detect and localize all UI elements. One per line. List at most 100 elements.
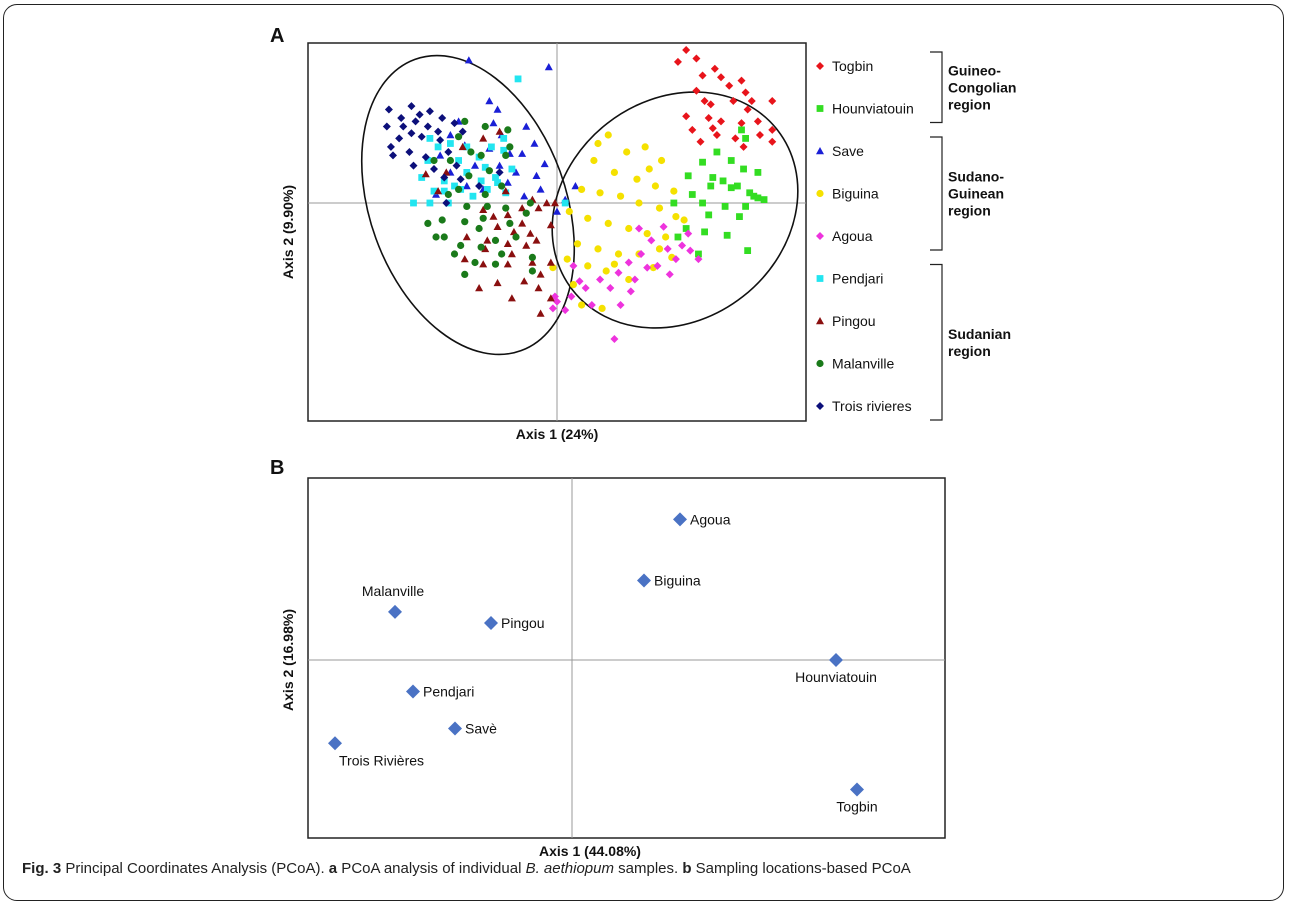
point-malanville bbox=[477, 243, 485, 251]
point-togbin bbox=[673, 57, 682, 66]
point-malanville bbox=[483, 202, 491, 210]
point-hounviatouin bbox=[740, 165, 747, 173]
caption-text-3: samples. bbox=[613, 860, 683, 877]
point-biguina bbox=[625, 224, 633, 233]
point-pingou bbox=[507, 294, 516, 302]
legend-group-label-line: region bbox=[948, 96, 991, 112]
label-malanville: Malanville bbox=[362, 583, 424, 599]
point-hounviatouin bbox=[705, 211, 713, 219]
point-hounviatouin bbox=[760, 196, 768, 203]
point-save bbox=[522, 122, 531, 130]
point-biguina bbox=[594, 245, 602, 253]
point-hounviatouin bbox=[695, 250, 702, 258]
label-trois-rivieres: Trois Rivières bbox=[339, 752, 424, 768]
point-biguina bbox=[565, 207, 573, 216]
panel-b-x-axis-label: Axis 1 (44.08%) bbox=[539, 843, 641, 859]
panel-a-x-axis-label: Axis 1 (24%) bbox=[516, 426, 598, 442]
point-hounviatouin bbox=[750, 192, 758, 200]
point-save bbox=[532, 171, 541, 179]
point-biguina bbox=[655, 245, 664, 253]
point-pingou bbox=[518, 204, 527, 212]
figure-caption: Fig. 3 Principal Coordinates Analysis (P… bbox=[22, 860, 911, 877]
point-pingou bbox=[503, 239, 512, 247]
point-hounviatouin bbox=[709, 174, 717, 181]
point-togbin bbox=[692, 54, 701, 63]
point-hounviatouin bbox=[742, 203, 749, 210]
point-hounviatouin bbox=[744, 247, 752, 254]
panel-b-points: Agoua Biguina Malanville Pingou Hounviatouin… bbox=[328, 511, 878, 815]
point-agoua bbox=[671, 255, 680, 264]
point-hounviatouin bbox=[670, 199, 678, 207]
point-pendjari bbox=[426, 135, 434, 142]
point-trois-rivieres bbox=[417, 132, 426, 141]
point-pendjari bbox=[483, 186, 491, 193]
point-agoua bbox=[684, 229, 693, 238]
point-biguina bbox=[584, 214, 592, 222]
point-biguina bbox=[633, 175, 641, 183]
point-pingou bbox=[546, 258, 555, 266]
point-save bbox=[540, 159, 549, 168]
point-malanville bbox=[463, 202, 471, 210]
point-pendjari bbox=[481, 163, 489, 171]
point-pingou bbox=[522, 241, 531, 249]
point-pingou bbox=[536, 270, 545, 278]
point-agoua bbox=[637, 250, 646, 258]
point-pingou bbox=[484, 616, 498, 630]
caption-part-a: a bbox=[328, 860, 338, 877]
panel-a-y-axis-label: Axis 2 (9.90%) bbox=[280, 185, 296, 279]
point-biguina bbox=[645, 165, 653, 173]
point-pendjari bbox=[447, 140, 454, 147]
point-pendjari bbox=[463, 143, 471, 151]
point-save bbox=[553, 207, 561, 215]
point-malanville bbox=[471, 258, 479, 267]
point-togbin bbox=[717, 117, 725, 126]
point-agoua bbox=[626, 287, 635, 296]
point-agoua bbox=[635, 224, 643, 233]
label-save: Savè bbox=[465, 720, 497, 736]
point-save bbox=[530, 139, 539, 147]
point-trois-rivieres bbox=[395, 134, 404, 143]
point-hounviatouin bbox=[754, 169, 762, 176]
point-malanville bbox=[438, 216, 446, 224]
legend-label-hounviatouin: Hounviatouin bbox=[832, 101, 914, 117]
point-malanville bbox=[446, 156, 454, 165]
point-pingou bbox=[532, 236, 541, 244]
point-pendjari bbox=[500, 135, 508, 142]
point-pendjari bbox=[488, 143, 495, 151]
label-hounviatouin: Hounviatouin bbox=[795, 669, 877, 685]
point-pingou bbox=[434, 187, 443, 195]
point-togbin bbox=[717, 73, 725, 82]
caption-text-1: Principal Coordinates Analysis (PCoA). bbox=[61, 860, 329, 877]
point-trois-rivieres bbox=[475, 182, 484, 190]
point-pingou bbox=[493, 222, 502, 230]
point-trois-rivieres bbox=[407, 102, 416, 111]
point-pendjari bbox=[434, 143, 442, 151]
point-pendjari bbox=[508, 165, 516, 173]
cluster-ellipse-left bbox=[360, 54, 576, 356]
point-togbin bbox=[768, 97, 777, 105]
point-save bbox=[464, 56, 473, 64]
legend-marker-pendjari bbox=[816, 275, 824, 282]
point-pingou bbox=[542, 199, 551, 207]
point-malanville bbox=[467, 148, 475, 156]
point-agoua bbox=[643, 263, 652, 272]
legend-label-agoua: Agoua bbox=[832, 228, 873, 244]
point-togbin bbox=[737, 119, 746, 128]
point-trois-rivieres bbox=[389, 151, 397, 160]
point-malanville bbox=[461, 270, 469, 278]
point-hounviatouin bbox=[713, 148, 721, 156]
label-togbin: Togbin bbox=[836, 799, 877, 815]
point-togbin bbox=[710, 64, 719, 73]
point-biguina bbox=[610, 260, 619, 268]
point-pingou bbox=[507, 250, 516, 258]
point-pendjari bbox=[463, 169, 471, 176]
point-pendjari bbox=[426, 199, 434, 207]
point-agoua bbox=[587, 301, 596, 309]
point-malanville bbox=[475, 224, 483, 233]
figure-frame bbox=[3, 4, 1284, 901]
point-pingou bbox=[489, 212, 498, 220]
point-biguina bbox=[578, 185, 586, 193]
point-trois-rivieres bbox=[434, 127, 443, 136]
point-pingou bbox=[518, 219, 527, 227]
point-togbin bbox=[850, 782, 864, 797]
